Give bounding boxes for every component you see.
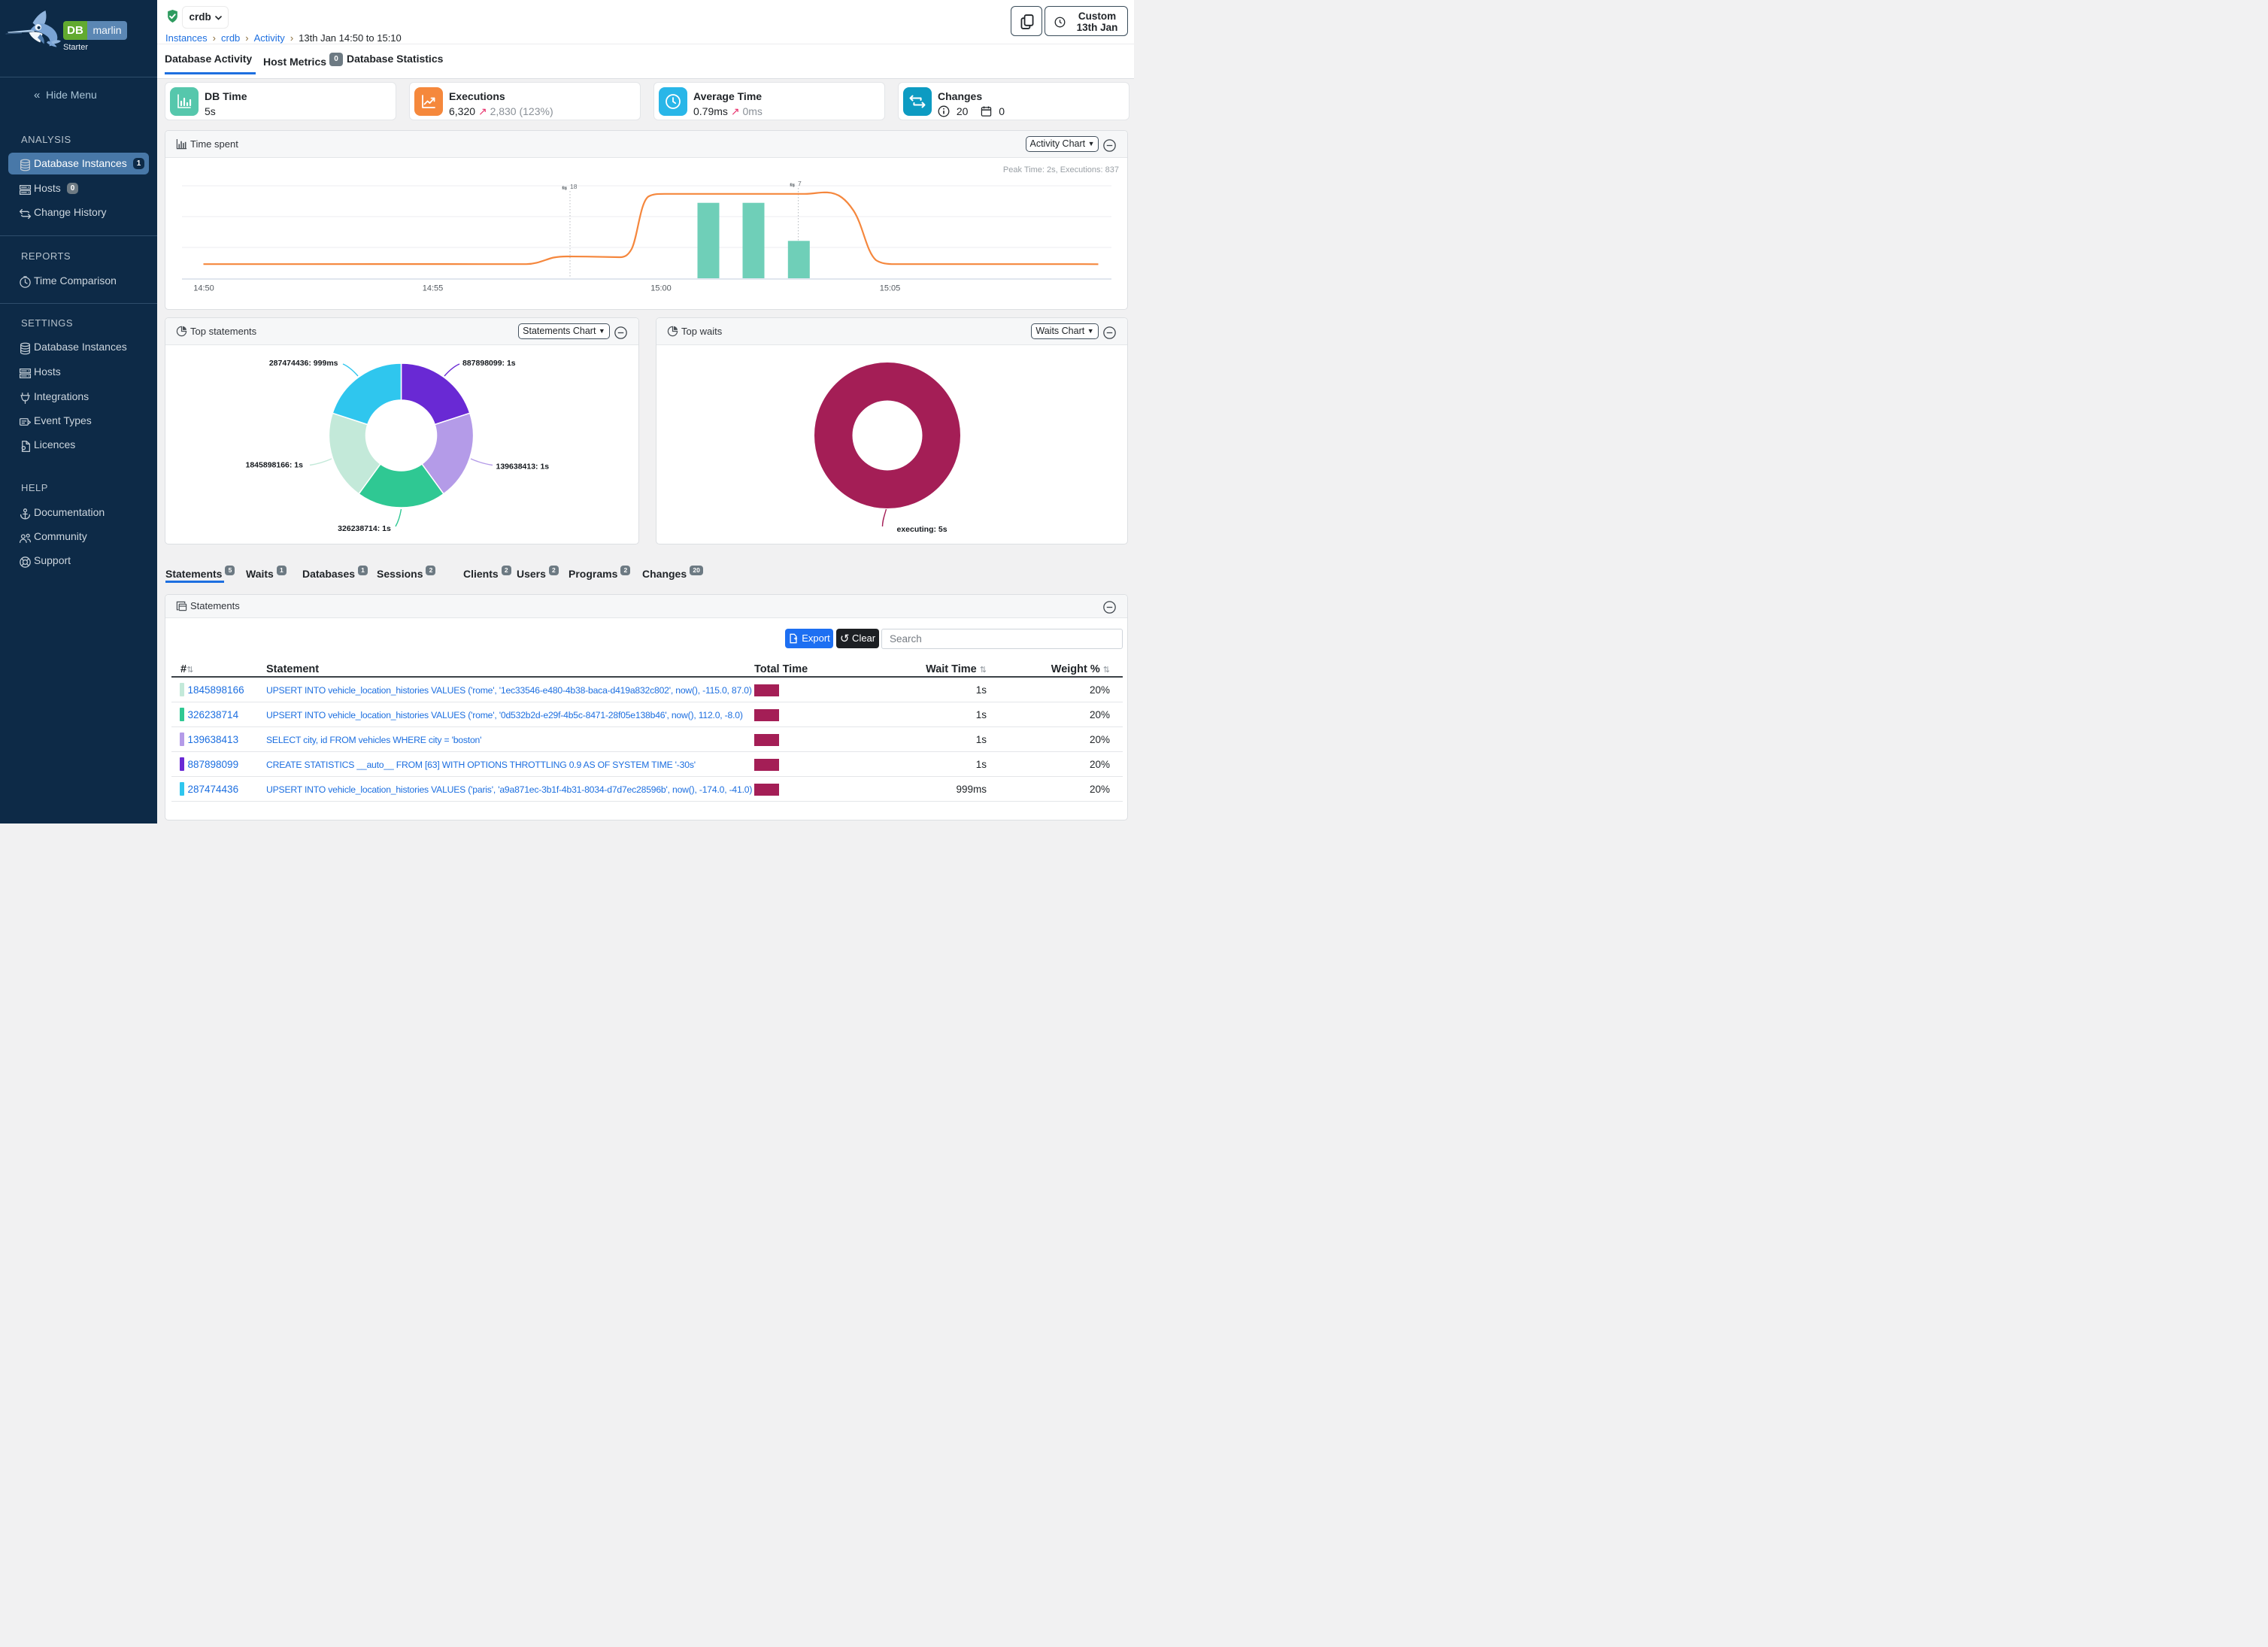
svg-text:15:00: 15:00 bbox=[650, 284, 672, 293]
svg-text:14:50: 14:50 bbox=[193, 284, 214, 293]
svg-text:887898099: 1s: 887898099: 1s bbox=[462, 359, 516, 368]
svg-text:⇆: ⇆ bbox=[562, 184, 568, 192]
svg-text:executing: 5s: executing: 5s bbox=[897, 525, 948, 534]
svg-text:15:05: 15:05 bbox=[880, 284, 901, 293]
svg-text:7: 7 bbox=[798, 180, 802, 187]
svg-text:287474436: 999ms: 287474436: 999ms bbox=[269, 359, 338, 368]
svg-text:1845898166: 1s: 1845898166: 1s bbox=[246, 461, 304, 470]
svg-text:⇆: ⇆ bbox=[790, 181, 796, 189]
svg-text:326238714: 1s: 326238714: 1s bbox=[338, 524, 391, 533]
svg-text:139638413: 1s: 139638413: 1s bbox=[496, 463, 550, 472]
svg-text:18: 18 bbox=[570, 183, 578, 190]
svg-text:14:55: 14:55 bbox=[423, 284, 444, 293]
